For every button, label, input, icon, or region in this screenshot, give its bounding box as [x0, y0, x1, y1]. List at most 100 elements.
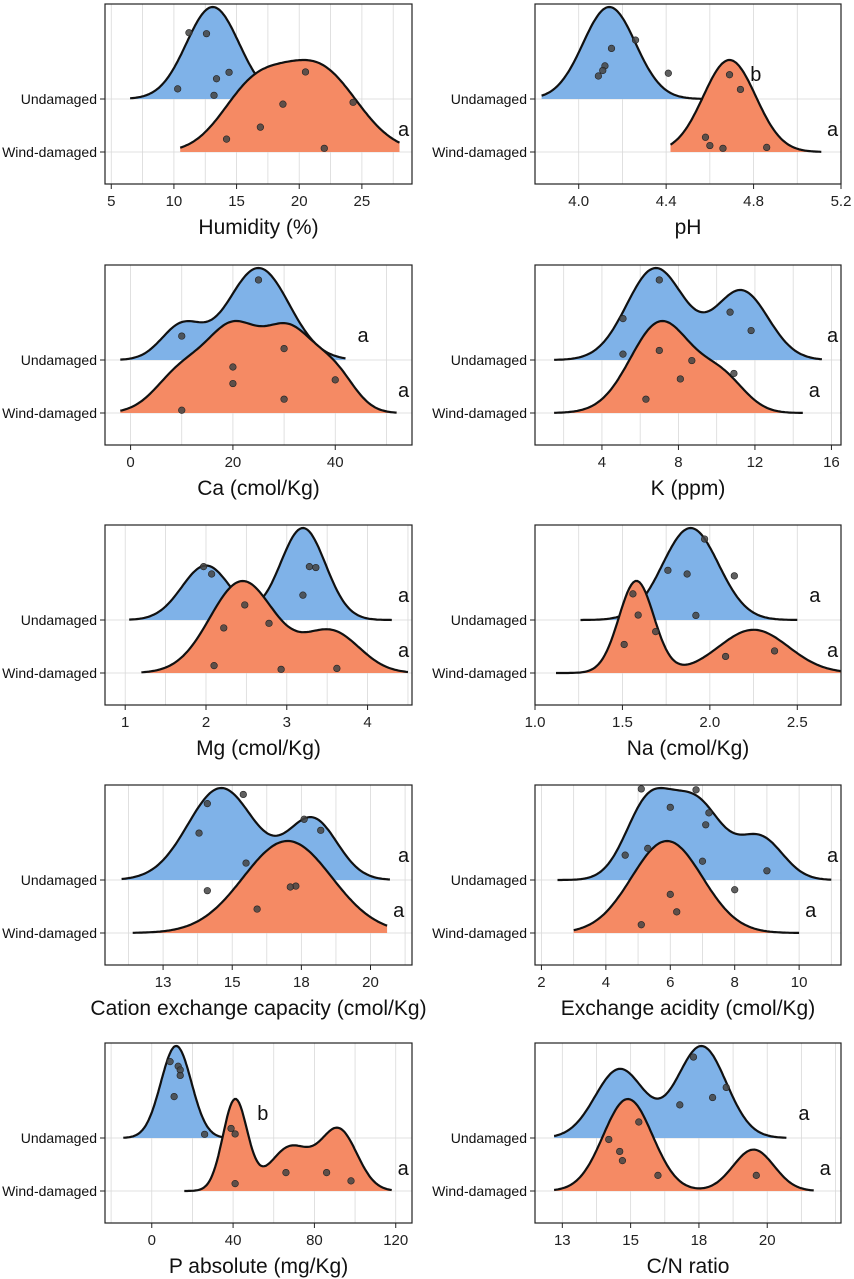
- density-outline-wind-damaged: [553, 1097, 814, 1192]
- group-label: Undamaged: [451, 1130, 527, 1146]
- x-tick-label: 10: [791, 974, 808, 991]
- data-point: [722, 1083, 730, 1091]
- significance-letter: a: [805, 900, 817, 922]
- x-axis-title: K (ppm): [651, 477, 726, 500]
- x-tick-label: 5: [107, 193, 115, 210]
- x-axis-title: Na (cmol/Kg): [627, 737, 750, 760]
- panel-ph: b Undamaged a Wind-damaged 4.0 4.4 4.8 5.2 pH: [432, 3, 852, 239]
- significance-letter: a: [398, 640, 410, 662]
- data-point: [265, 619, 273, 627]
- density-outline-wind-damaged: [573, 839, 800, 934]
- data-point: [689, 1053, 698, 1061]
- data-point: [770, 647, 779, 655]
- group-label: Wind-damaged: [432, 405, 527, 421]
- x-tick-label: 40: [327, 454, 344, 471]
- data-point: [203, 887, 211, 895]
- x-tick-label: 5.2: [831, 193, 852, 210]
- data-point: [282, 1168, 290, 1177]
- significance-letter: a: [827, 640, 839, 662]
- density-outline-undamaged: [554, 266, 822, 361]
- data-point: [642, 395, 650, 403]
- group-label: Wind-damaged: [432, 144, 527, 160]
- data-point: [286, 883, 294, 891]
- density-fill-wind-damaged: [554, 1099, 814, 1191]
- data-point: [222, 135, 231, 143]
- density-outline-wind-damaged: [556, 579, 842, 675]
- data-point: [305, 563, 313, 571]
- density-fill-wind-damaged: [120, 321, 397, 413]
- data-point: [331, 376, 339, 384]
- group-label: Wind-damaged: [2, 405, 97, 421]
- data-point: [203, 800, 211, 808]
- data-point: [280, 345, 288, 353]
- density-fill-wind-damaged: [132, 841, 388, 933]
- plot-frame: [104, 784, 413, 966]
- data-point: [239, 790, 247, 799]
- significance-letter: a: [398, 845, 410, 867]
- data-point: [618, 1157, 627, 1165]
- data-point: [726, 308, 734, 316]
- x-tick-label: 20: [291, 193, 308, 210]
- data-point: [210, 662, 218, 670]
- x-tick-label: 80: [306, 1232, 323, 1249]
- x-tick-label: 2: [202, 714, 210, 731]
- data-point: [225, 68, 233, 76]
- density-fill-undamaged: [121, 788, 390, 880]
- data-point: [174, 85, 182, 93]
- group-label: Undamaged: [21, 1130, 97, 1146]
- density-fill-undamaged: [129, 528, 392, 620]
- significance-letter: a: [798, 1103, 810, 1125]
- data-point: [599, 66, 607, 75]
- x-tick-label: 13: [554, 1232, 571, 1249]
- x-tick-label: 4: [598, 454, 606, 471]
- x-tick-label: 1: [121, 714, 129, 731]
- data-point: [621, 851, 629, 859]
- x-tick-label: 8: [674, 454, 682, 471]
- group-label: Wind-damaged: [432, 925, 527, 941]
- data-point: [185, 29, 193, 37]
- data-point: [634, 611, 642, 619]
- density-fill-wind-damaged: [573, 841, 800, 933]
- data-point: [635, 1118, 643, 1126]
- data-point: [644, 844, 652, 852]
- density-outline-undamaged: [580, 526, 798, 622]
- data-point: [692, 786, 700, 794]
- significance-letter: b: [257, 1103, 268, 1125]
- data-point: [701, 133, 710, 141]
- data-point: [655, 276, 663, 284]
- data-point: [231, 1130, 239, 1138]
- data-point: [698, 857, 707, 865]
- x-tick-label: 4: [363, 714, 371, 731]
- data-point: [299, 591, 307, 599]
- data-point: [719, 144, 727, 152]
- x-tick-label: 20: [225, 454, 242, 471]
- data-point: [199, 563, 208, 571]
- data-point: [736, 85, 745, 94]
- data-point: [701, 535, 709, 543]
- data-point: [277, 665, 285, 673]
- density-outline-wind-damaged: [554, 319, 803, 414]
- x-tick-label: 1.5: [612, 714, 633, 731]
- panel-exchange-acidity: a Undamaged a Wind-damaged 2 4 6 8 10 Exchange ac…: [432, 784, 842, 1020]
- data-point: [178, 406, 186, 414]
- group-label: Wind-damaged: [2, 665, 97, 681]
- data-point: [312, 563, 320, 572]
- x-tick-label: 4.8: [743, 193, 764, 210]
- plot-frame: [104, 1042, 413, 1224]
- plot-frame: [534, 524, 842, 706]
- significance-letter: a: [827, 845, 839, 867]
- data-point: [256, 123, 264, 131]
- data-point: [178, 332, 186, 340]
- x-tick-label: 18: [293, 974, 310, 991]
- data-point: [721, 652, 730, 661]
- data-point: [280, 395, 288, 403]
- data-point: [708, 1093, 717, 1102]
- x-axis-title: pH: [675, 216, 702, 239]
- group-label: Wind-damaged: [2, 1183, 97, 1199]
- density-fill-wind-damaged: [184, 1099, 392, 1191]
- group-label: Undamaged: [21, 612, 97, 628]
- data-point: [605, 1135, 613, 1144]
- data-point: [692, 611, 700, 620]
- group-label: Undamaged: [451, 872, 527, 888]
- data-point: [195, 829, 203, 837]
